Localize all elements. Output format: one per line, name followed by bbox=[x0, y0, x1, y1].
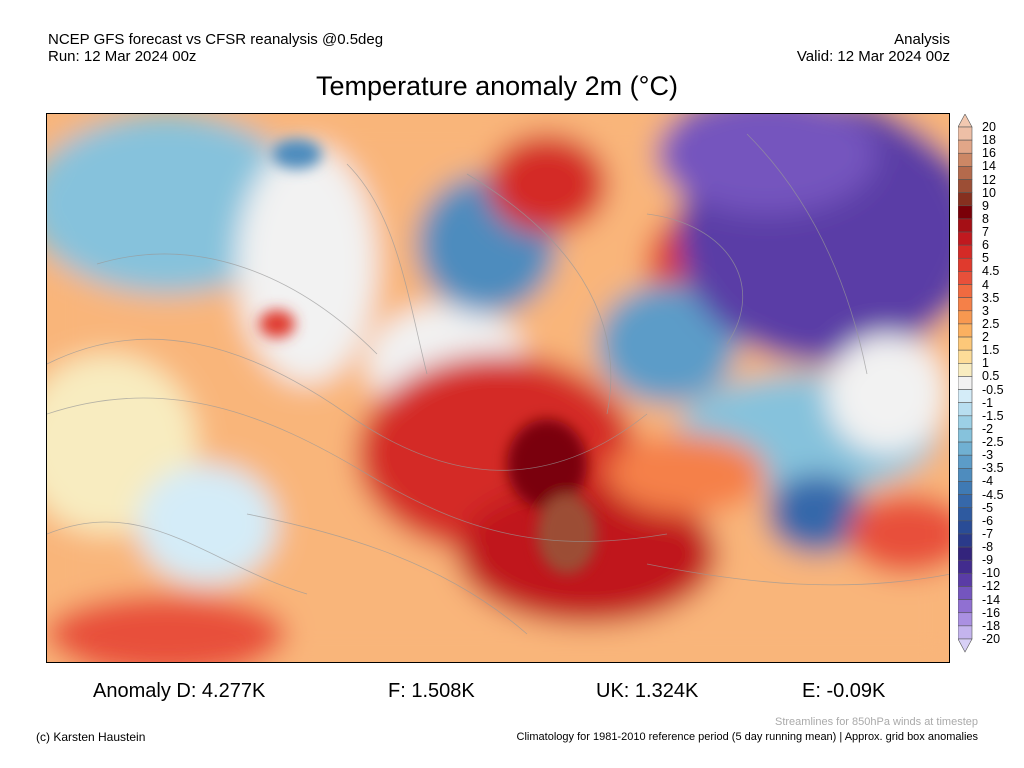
colorbar-tick-label: 4.5 bbox=[982, 264, 1000, 279]
colorbar-bin bbox=[958, 231, 973, 246]
colorbar-bin bbox=[958, 599, 973, 614]
colorbar-bin bbox=[958, 481, 973, 495]
colorbar-tick-label: 1.5 bbox=[982, 343, 1000, 358]
copyright-credit: (c) Karsten Haustein bbox=[36, 730, 146, 744]
colorbar-tick-label: -2 bbox=[982, 421, 994, 436]
colorbar-bin bbox=[958, 428, 973, 443]
colorbar-tick-label: -8 bbox=[982, 540, 994, 555]
colorbar-tick-label: 10 bbox=[982, 185, 996, 200]
colorbar-tick-label: 5 bbox=[982, 251, 989, 266]
streamlines-note: Streamlines for 850hPa winds at timestep bbox=[775, 716, 978, 728]
anomaly-germany: Anomaly D: 4.277K bbox=[93, 680, 266, 702]
colorbar-top-arrow bbox=[958, 114, 973, 128]
colorbar-bin bbox=[958, 533, 973, 548]
colorbar-swatches bbox=[958, 114, 973, 653]
colorbar-tick-label: -9 bbox=[982, 553, 994, 568]
map-title: Temperature anomaly 2m (°C) bbox=[316, 71, 678, 101]
colorbar-tick-label: 14 bbox=[982, 159, 996, 174]
colorbar-bin bbox=[958, 297, 973, 312]
colorbar-bin bbox=[958, 625, 973, 640]
colorbar-bin bbox=[958, 179, 973, 193]
colorbar-bin bbox=[958, 218, 973, 233]
colorbar-tick-label: -7 bbox=[982, 526, 994, 541]
colorbar-tick-label: -14 bbox=[982, 592, 1001, 607]
colorbar-tick-label: -20 bbox=[982, 632, 1001, 646]
colorbar-bin bbox=[958, 441, 973, 456]
colorbar-bin bbox=[958, 336, 973, 351]
colorbar-tick-label: -6 bbox=[982, 513, 994, 528]
colorbar-bin bbox=[958, 310, 973, 325]
colorbar-tick-label: 7 bbox=[982, 225, 989, 240]
colorbar-tick-label: -3 bbox=[982, 448, 994, 463]
colorbar-bin bbox=[958, 192, 973, 207]
valid-time: Valid: 12 Mar 2024 00z bbox=[796, 48, 950, 65]
colorbar-bin bbox=[958, 402, 973, 417]
colorbar-bin bbox=[958, 415, 973, 430]
colorbar-tick-label: -2.5 bbox=[982, 435, 1004, 450]
colorbar-bottom-arrow bbox=[958, 638, 973, 653]
colorbar-bin bbox=[958, 152, 973, 167]
colorbar-bin bbox=[958, 257, 973, 272]
colorbar-tick-label: -12 bbox=[982, 579, 1001, 594]
colorbar-bin bbox=[958, 389, 973, 403]
colorbar-bin bbox=[958, 284, 973, 298]
colorbar-tick-label: 3.5 bbox=[982, 290, 1000, 305]
anomaly-europe: E: -0.09K bbox=[802, 680, 886, 702]
colorbar-bin bbox=[958, 166, 973, 180]
colorbar-bin bbox=[958, 586, 973, 600]
colorbar-tick-label: 2 bbox=[982, 330, 989, 345]
colorbar-legend: 20 18 16 14 12 10 9 8 7 6 5 4.5 4 3.5 3 2.5 2 1.5 1 0.5 -0.5… bbox=[958, 114, 1018, 653]
colorbar-tick-label: 9 bbox=[982, 198, 989, 213]
colorbar-bin bbox=[958, 573, 973, 587]
temperature-anomaly-map bbox=[46, 113, 950, 663]
colorbar-bin bbox=[958, 520, 973, 535]
anomaly-france: F: 1.508K bbox=[388, 680, 475, 702]
colorbar-bin bbox=[958, 271, 973, 285]
colorbar-tick-label: 16 bbox=[982, 146, 996, 161]
colorbar-bin bbox=[958, 363, 973, 377]
colorbar-tick-label: 0.5 bbox=[982, 369, 1000, 384]
streamlines bbox=[47, 133, 949, 635]
map-field bbox=[47, 114, 949, 662]
colorbar-tick-label: 2.5 bbox=[982, 316, 1000, 331]
run-time: Run: 12 Mar 2024 00z bbox=[48, 48, 197, 65]
colorbar-tick-label: 18 bbox=[982, 133, 996, 148]
colorbar-bin bbox=[958, 244, 973, 259]
colorbar-bin bbox=[958, 468, 973, 482]
colorbar-tick-label: -1 bbox=[982, 395, 994, 410]
colorbar-bin bbox=[958, 612, 973, 627]
colorbar-bin bbox=[958, 139, 973, 154]
colorbar-tick-label: 8 bbox=[982, 211, 989, 226]
colorbar-bin bbox=[958, 454, 973, 469]
colorbar-tick-label: 6 bbox=[982, 238, 989, 253]
colorbar-bin bbox=[958, 494, 973, 509]
colorbar-bin bbox=[958, 349, 973, 364]
anomaly-uk: UK: 1.324K bbox=[596, 680, 699, 702]
colorbar-tick-label: 12 bbox=[982, 172, 996, 187]
colorbar-tick-label: -18 bbox=[982, 618, 1001, 633]
climatology-note: Climatology for 1981-2010 reference peri… bbox=[516, 731, 978, 743]
colorbar-tick-label: 3 bbox=[982, 303, 989, 318]
colorbar-bin bbox=[958, 559, 973, 574]
analysis-label: Analysis bbox=[894, 31, 950, 48]
colorbar-bin bbox=[958, 126, 973, 141]
colorbar-tick-label: -0.5 bbox=[982, 382, 1004, 397]
colorbar-tick-label: 4 bbox=[982, 277, 989, 292]
colorbar-tick-label: 1 bbox=[982, 356, 989, 371]
colorbar-tick-label: -3.5 bbox=[982, 461, 1004, 476]
model-description: NCEP GFS forecast vs CFSR reanalysis @0.… bbox=[48, 31, 384, 48]
colorbar-tick-label: -10 bbox=[982, 566, 1001, 581]
colorbar-bin bbox=[958, 205, 973, 220]
colorbar-tick-label: -4.5 bbox=[982, 487, 1004, 502]
colorbar-bin bbox=[958, 376, 973, 390]
colorbar-bin bbox=[958, 323, 973, 338]
colorbar-bin bbox=[958, 507, 973, 522]
colorbar-tick-label: -5 bbox=[982, 500, 994, 515]
colorbar-tick-label: 20 bbox=[982, 120, 996, 134]
colorbar-tick-label: -4 bbox=[982, 474, 994, 489]
colorbar-bin bbox=[958, 546, 973, 561]
colorbar-tick-label: -16 bbox=[982, 605, 1001, 620]
colorbar-tick-label: -1.5 bbox=[982, 408, 1004, 423]
